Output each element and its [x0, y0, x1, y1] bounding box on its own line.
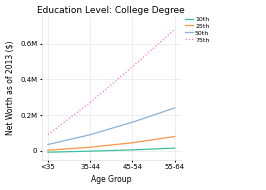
- 25th: [173, 135, 176, 138]
- 50th: [89, 134, 92, 136]
- Line: 25th: 25th: [48, 136, 175, 150]
- 75th: [131, 66, 134, 68]
- 10th: [89, 150, 92, 152]
- 50th: [46, 143, 49, 146]
- 10th: [131, 149, 134, 151]
- 25th: [46, 149, 49, 151]
- 10th: [173, 147, 176, 149]
- Line: 50th: 50th: [48, 108, 175, 145]
- 75th: [46, 134, 49, 136]
- Line: 10th: 10th: [48, 148, 175, 152]
- 50th: [173, 107, 176, 109]
- Legend: 10th, 25th, 50th, 75th: 10th, 25th, 50th, 75th: [182, 14, 212, 45]
- X-axis label: Age Group: Age Group: [91, 175, 132, 184]
- 75th: [173, 28, 176, 30]
- 50th: [131, 121, 134, 123]
- 75th: [89, 101, 92, 104]
- Title: Education Level: College Degree: Education Level: College Degree: [38, 6, 185, 15]
- 25th: [89, 146, 92, 148]
- 10th: [46, 151, 49, 153]
- 25th: [131, 142, 134, 144]
- Line: 75th: 75th: [48, 29, 175, 135]
- Y-axis label: Net Worth as of 2013 ($): Net Worth as of 2013 ($): [6, 41, 15, 135]
